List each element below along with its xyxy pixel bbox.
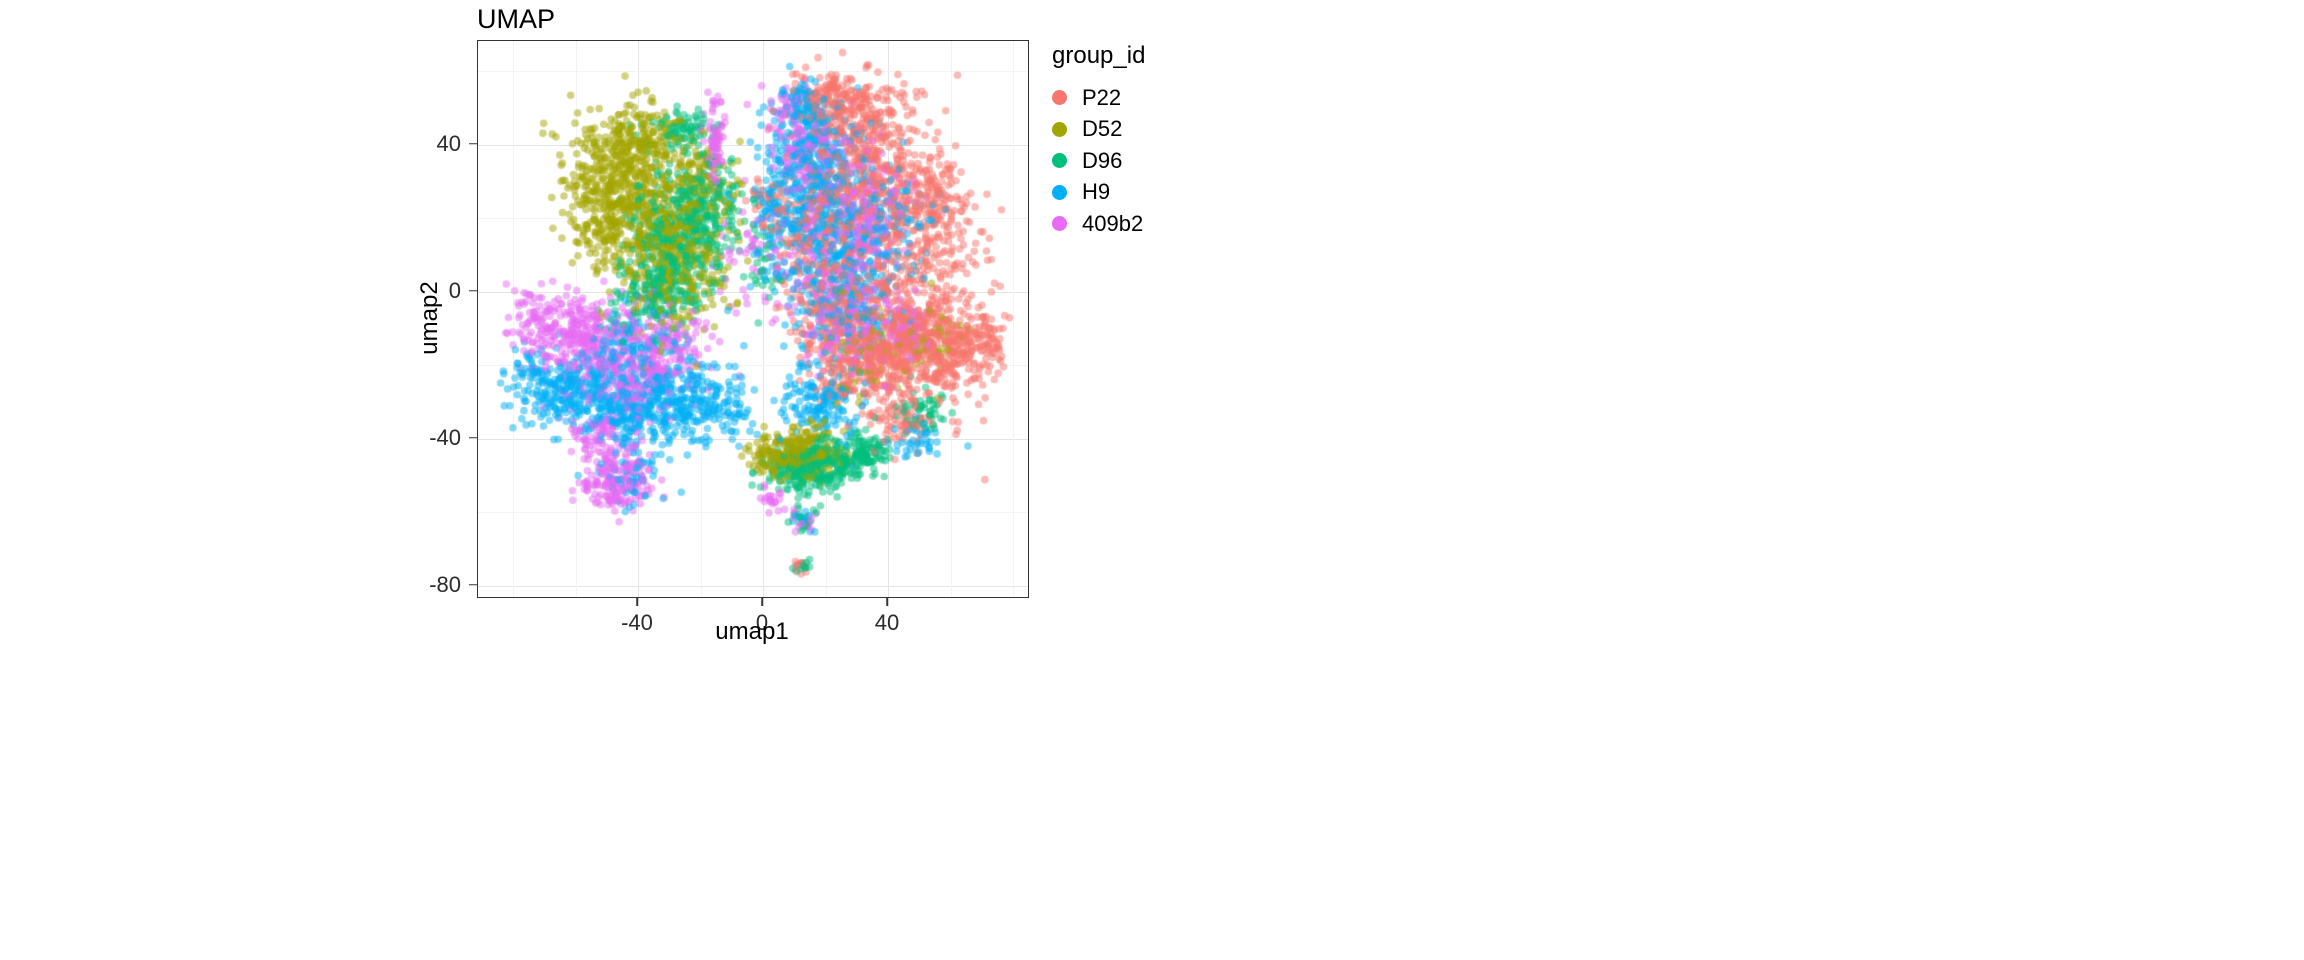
legend-label: H9 [1082, 179, 1111, 205]
legend-title: group_id [1052, 42, 1146, 69]
plot-title: UMAP [477, 4, 556, 34]
y-tick-mark [469, 436, 477, 439]
y-tick-mark [469, 143, 477, 145]
x-axis-label: umap1 [715, 618, 789, 645]
legend-label: 409b2 [1082, 210, 1144, 236]
y-tick-label: 40 [436, 130, 461, 156]
y-tick-mark [469, 583, 477, 586]
legend-swatch-icon [1052, 216, 1067, 232]
y-tick-mark [469, 290, 477, 292]
legend-swatch-icon [1052, 121, 1067, 137]
y-tick-label: -80 [429, 571, 461, 597]
legend-items: P22 D52 D96 H9 409b2 [1052, 82, 1145, 240]
y-tick-label: 0 [448, 277, 461, 303]
legend-item-P22: P22 [1052, 82, 1145, 114]
legend-label: D52 [1082, 116, 1123, 142]
x-tick-mark [886, 598, 888, 606]
legend-swatch-icon [1052, 90, 1067, 106]
x-tick-label: -40 [621, 610, 653, 635]
scatter-points-canvas [478, 41, 1028, 597]
y-tick-label: -40 [429, 424, 461, 450]
legend-label: P22 [1082, 84, 1122, 110]
legend-item-H9: H9 [1052, 177, 1145, 209]
legend-item-D96: D96 [1052, 145, 1145, 177]
y-axis-label: umap2 [416, 281, 443, 355]
x-tick-mark [761, 598, 763, 606]
legend-label: D96 [1082, 147, 1123, 173]
legend-swatch-icon [1052, 184, 1067, 200]
legend-swatch-icon [1052, 153, 1067, 169]
legend-item-409b2: 409b2 [1052, 208, 1145, 240]
plot-panel [477, 40, 1029, 598]
x-tick-label: 40 [874, 610, 900, 635]
x-tick-label: 0 [755, 610, 769, 635]
legend: group_id P22 D52 D96 H9 409b2 [1052, 42, 1145, 240]
x-tick-mark [636, 598, 638, 606]
legend-item-D52: D52 [1052, 114, 1145, 146]
